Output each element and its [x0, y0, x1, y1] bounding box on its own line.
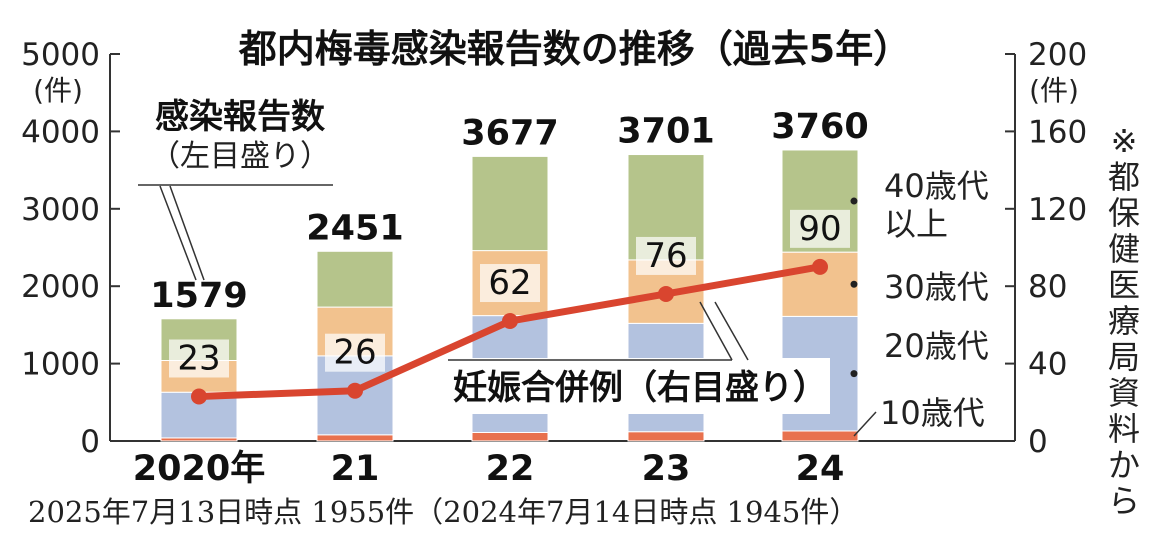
line-value-label: 76 [644, 236, 687, 276]
segment-label: 40歳代 [884, 167, 989, 205]
line-value-label: 23 [177, 338, 220, 378]
segment-label: 20歳代 [884, 327, 989, 365]
chart-title: 都内梅毒感染報告数の推移（過去5年） [238, 27, 911, 71]
line-layer: 23 26 62 76 90 [169, 209, 850, 405]
bar-total-label: 3701 [617, 112, 714, 152]
right-tick-label: 0 [1028, 424, 1048, 460]
line-value-bg [169, 339, 229, 378]
segment-dot [850, 280, 858, 288]
line-label-leader-1 [699, 301, 733, 361]
left-tick-label: 4000 [21, 114, 100, 150]
right-tick-label: 200 [1028, 37, 1087, 73]
left-tick-label: 2000 [21, 269, 100, 305]
segment-label: 10歳代 [880, 394, 985, 432]
line-value-bg [790, 209, 850, 248]
segment-dot [850, 370, 858, 378]
footnote: 2025年7月13日時点 1955件（2024年7月14日時点 1945件） [28, 495, 858, 529]
right-axis-unit: (件) [1029, 74, 1079, 107]
segment-leader [853, 411, 877, 437]
x-category-label: 2020年 [133, 449, 265, 489]
left-tick-label: 1000 [21, 347, 100, 383]
right-tick-label: 80 [1028, 269, 1067, 305]
line-series-label: 妊娠合併例（右目盛り） [453, 368, 827, 408]
segment-dot [850, 197, 858, 205]
line-value-label: 26 [333, 333, 376, 373]
right-tick-label: 160 [1028, 114, 1087, 150]
line-value-bg [325, 333, 385, 372]
annotation-leader-2 [169, 185, 205, 281]
bar-segment [316, 250, 394, 308]
x-category-label: 23 [642, 449, 691, 489]
right-tick-label: 40 [1028, 347, 1067, 383]
bar-series-label: 感染報告数 [155, 97, 325, 137]
segment-label: 30歳代 [884, 268, 989, 306]
line-point [191, 388, 207, 405]
bar-total-label: 3677 [461, 113, 558, 153]
segment-label: 以上 [884, 205, 948, 243]
x-category-label: 22 [486, 449, 535, 489]
right-axis-ticks: 0 40 80 120 160 200 [1005, 37, 1087, 460]
bar-total-label: 2451 [306, 208, 403, 248]
bar-segment [471, 431, 549, 442]
bar-segment [316, 434, 394, 442]
line-label-box [450, 358, 830, 414]
bar-series-sublabel: （左目盛り） [150, 139, 330, 174]
left-tick-label: 0 [80, 424, 100, 460]
left-tick-label: 5000 [21, 37, 100, 73]
left-tick-label: 3000 [21, 192, 100, 228]
bar-segment [781, 430, 859, 442]
right-tick-label: 120 [1028, 192, 1087, 228]
line-value-bg [636, 236, 696, 275]
x-category-label: 24 [796, 449, 845, 489]
bar-segment [627, 431, 705, 442]
x-category-label: 21 [331, 449, 380, 489]
bar-total-label: 1579 [150, 276, 247, 316]
line-point [502, 313, 518, 330]
bar-segment [471, 155, 549, 252]
line-point [347, 382, 363, 399]
line-label-leader-2 [714, 301, 749, 361]
line-value-label: 62 [488, 263, 531, 303]
left-axis-ticks: 0 1000 2000 3000 4000 5000 [21, 37, 120, 460]
source-note: ※都保健医療局資料から [1108, 122, 1140, 520]
line-point [812, 258, 828, 275]
line-point [658, 285, 674, 302]
annotation-leader-1 [159, 185, 197, 281]
line-value-bg [480, 264, 540, 303]
bar-total-label: 3760 [771, 107, 868, 147]
line-value-label: 90 [798, 209, 841, 249]
source-text: ※都保健医療局資料から [1108, 122, 1140, 520]
left-axis-unit: (件) [33, 74, 83, 107]
